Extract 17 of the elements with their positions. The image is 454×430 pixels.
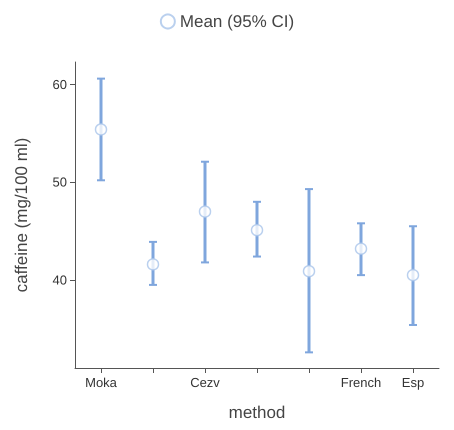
point: [302, 264, 316, 278]
point: [146, 258, 160, 271]
y-tick-label: 60: [52, 76, 67, 92]
point: [198, 205, 212, 218]
x-tick-label: Esp: [402, 375, 424, 390]
point: [354, 242, 368, 255]
y-tick-label: 50: [52, 174, 67, 190]
point: [406, 268, 420, 282]
point: [250, 224, 264, 236]
x-axis-title: method: [228, 403, 286, 422]
x-tick-label: French: [340, 375, 382, 390]
x-tick-label: Cezv: [190, 375, 220, 390]
y-axis-title: caffeine (mg/100 ml): [12, 138, 31, 292]
point: [94, 123, 108, 136]
legend-label: Mean (95% CI): [180, 12, 294, 31]
y-tick-label: 40: [52, 272, 67, 288]
x-tick-label: Moka: [85, 375, 118, 390]
